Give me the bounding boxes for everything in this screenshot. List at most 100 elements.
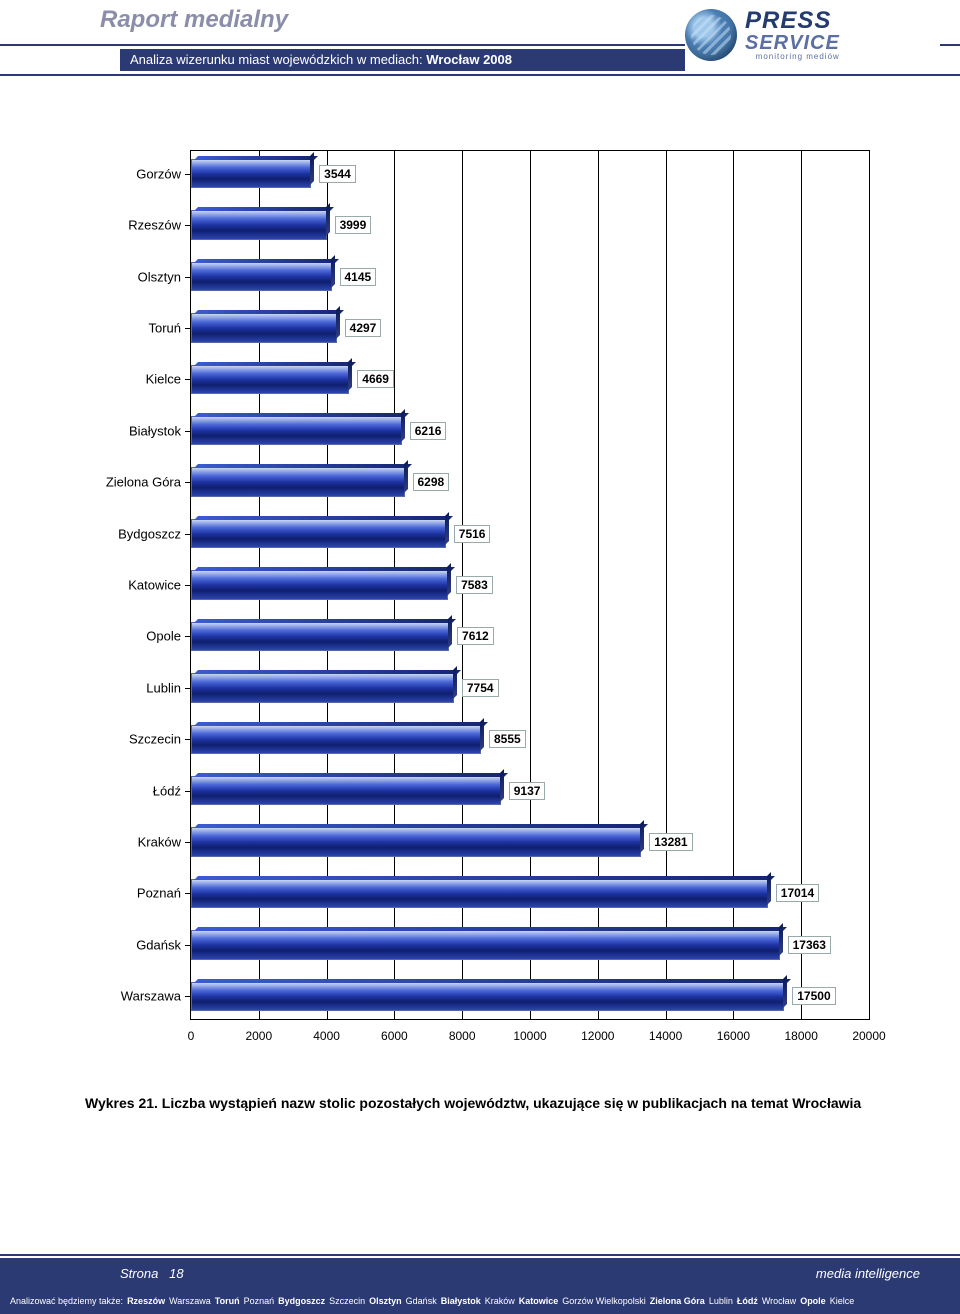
strip-city: Toruń bbox=[215, 1296, 240, 1306]
strip-city: Poznań bbox=[244, 1296, 275, 1306]
x-tick-label: 14000 bbox=[649, 1029, 682, 1043]
footer-divider bbox=[0, 1254, 960, 1256]
bar-side bbox=[500, 769, 504, 802]
strip-city: Gorzów Wielkopolski bbox=[562, 1296, 646, 1306]
bar bbox=[191, 467, 405, 496]
x-tick-label: 2000 bbox=[245, 1029, 272, 1043]
category-label: Kielce bbox=[81, 372, 181, 387]
bar-side bbox=[448, 615, 452, 648]
bar-face bbox=[192, 314, 336, 341]
footer-right-text: media intelligence bbox=[816, 1266, 920, 1281]
bar bbox=[191, 519, 446, 548]
bar-face bbox=[192, 263, 331, 290]
strip-city: Kraków bbox=[485, 1296, 515, 1306]
value-label: 17363 bbox=[788, 936, 831, 954]
strip-city: Zielona Góra bbox=[650, 1296, 705, 1306]
category-label: Bydgoszcz bbox=[81, 526, 181, 541]
report-title: Raport medialny bbox=[100, 6, 288, 34]
category-label: Olsztyn bbox=[81, 269, 181, 284]
logo-text: PRESS SERVICE monitoring mediów bbox=[745, 9, 840, 61]
bar-side bbox=[480, 718, 484, 751]
footer-bar: Strona 18 media intelligence bbox=[0, 1258, 960, 1288]
chart-row: Gdańsk17363 bbox=[191, 922, 869, 967]
bar-face bbox=[192, 983, 783, 1010]
bar-side bbox=[310, 152, 314, 185]
value-label: 7516 bbox=[454, 525, 491, 543]
category-label: Szczecin bbox=[81, 732, 181, 747]
strip-city: Bydgoszcz bbox=[278, 1296, 325, 1306]
strip-city: Gdańsk bbox=[406, 1296, 437, 1306]
value-label: 3999 bbox=[335, 216, 372, 234]
strip-city: Lublin bbox=[709, 1296, 733, 1306]
bar-side bbox=[447, 563, 451, 596]
bar bbox=[191, 982, 784, 1011]
chart-row: Białystok6216 bbox=[191, 408, 869, 453]
x-tick-label: 8000 bbox=[449, 1029, 476, 1043]
chart-row: Opole7612 bbox=[191, 614, 869, 659]
bar bbox=[191, 365, 349, 394]
value-label: 6216 bbox=[410, 422, 447, 440]
x-tick-label: 20000 bbox=[852, 1029, 885, 1043]
bar bbox=[191, 570, 448, 599]
bar-side bbox=[401, 409, 405, 442]
chart-row: Kielce4669 bbox=[191, 357, 869, 402]
value-label: 3544 bbox=[319, 165, 356, 183]
bar-side bbox=[404, 460, 408, 493]
bar bbox=[191, 622, 449, 651]
page-label: Strona bbox=[120, 1266, 158, 1281]
strip-city: Kielce bbox=[830, 1296, 855, 1306]
bar bbox=[191, 879, 768, 908]
x-tick-label: 0 bbox=[188, 1029, 195, 1043]
bar-face bbox=[192, 468, 404, 495]
x-tick-label: 18000 bbox=[785, 1029, 818, 1043]
bar-side bbox=[640, 820, 644, 853]
chart-row: Gorzów3544 bbox=[191, 151, 869, 196]
chart-row: Rzeszów3999 bbox=[191, 202, 869, 247]
subtitle-text: Analiza wizerunku miast wojewódzkich w m… bbox=[120, 49, 685, 71]
x-tick-label: 10000 bbox=[513, 1029, 546, 1043]
category-label: Lublin bbox=[81, 680, 181, 695]
category-label: Białystok bbox=[81, 423, 181, 438]
chart-row: Olsztyn4145 bbox=[191, 254, 869, 299]
logo-line1: PRESS bbox=[745, 9, 840, 33]
category-label: Gorzów bbox=[81, 166, 181, 181]
bar bbox=[191, 262, 332, 291]
chart-plot-area: 0200040006000800010000120001400016000180… bbox=[190, 150, 870, 1020]
bar bbox=[191, 930, 780, 959]
category-label: Zielona Góra bbox=[81, 475, 181, 490]
bar-face bbox=[192, 211, 326, 238]
bar-face bbox=[192, 571, 447, 598]
bar-face bbox=[192, 623, 448, 650]
chart-row: Warszawa17500 bbox=[191, 974, 869, 1019]
strip-city: Opole bbox=[800, 1296, 826, 1306]
chart-caption: Wykres 21. Liczba wystąpień nazw stolic … bbox=[85, 1092, 875, 1116]
value-label: 9137 bbox=[509, 782, 546, 800]
value-label: 6298 bbox=[413, 473, 450, 491]
bar-side bbox=[779, 923, 783, 956]
bar-side bbox=[331, 255, 335, 288]
bar-side bbox=[767, 872, 771, 905]
category-label: Opole bbox=[81, 629, 181, 644]
category-label: Łódź bbox=[81, 783, 181, 798]
chart-row: Zielona Góra6298 bbox=[191, 459, 869, 504]
bar-side bbox=[336, 306, 340, 339]
category-label: Poznań bbox=[81, 886, 181, 901]
press-service-logo: PRESS SERVICE monitoring mediów bbox=[685, 0, 940, 70]
cities-strip: Analizować będziemy także: RzeszówWarsza… bbox=[0, 1288, 960, 1314]
chart-row: Szczecin8555 bbox=[191, 717, 869, 762]
x-tick-label: 4000 bbox=[313, 1029, 340, 1043]
bar bbox=[191, 210, 327, 239]
bar-face bbox=[192, 931, 779, 958]
category-label: Toruń bbox=[81, 320, 181, 335]
bar-side bbox=[326, 203, 330, 236]
bar-face bbox=[192, 880, 767, 907]
strip-city: Białystok bbox=[441, 1296, 481, 1306]
chart-row: Toruń4297 bbox=[191, 305, 869, 350]
page-header: Raport medialny Analiza wizerunku miast … bbox=[0, 0, 960, 90]
chart-row: Lublin7754 bbox=[191, 665, 869, 710]
strip-city: Szczecin bbox=[329, 1296, 365, 1306]
strip-city: Łódź bbox=[737, 1296, 758, 1306]
category-label: Katowice bbox=[81, 577, 181, 592]
bar-face bbox=[192, 366, 348, 393]
category-label: Warszawa bbox=[81, 989, 181, 1004]
